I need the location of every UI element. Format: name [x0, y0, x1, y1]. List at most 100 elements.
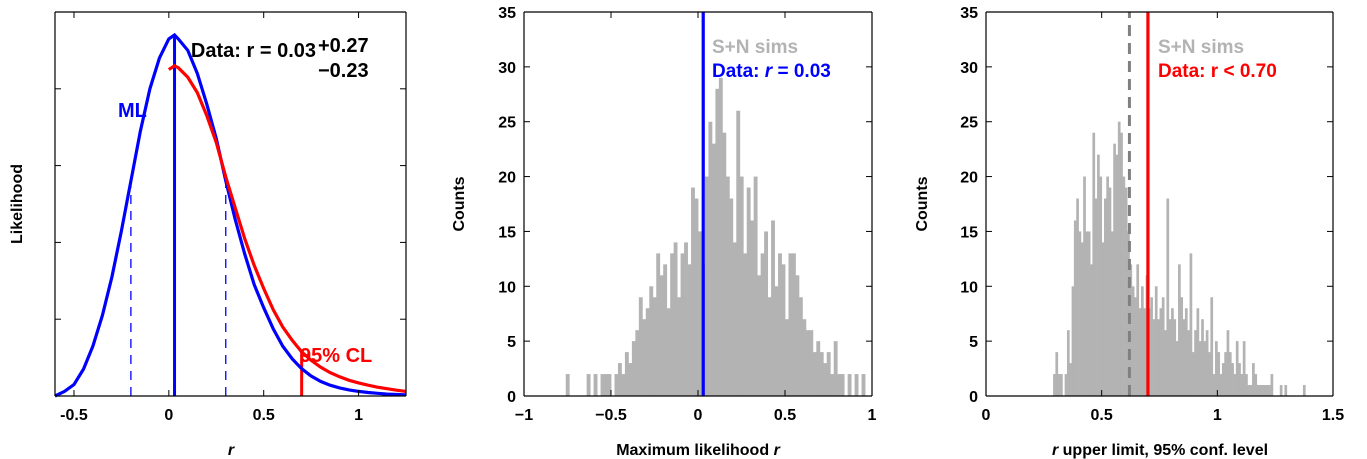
- ul-bar: [1180, 297, 1184, 396]
- ul-bar: [1238, 363, 1241, 396]
- likelihood-xtick-label: 1: [354, 407, 363, 424]
- ml-bar: [698, 231, 702, 396]
- ml-xlabel: Maximum likelihood r: [616, 442, 780, 459]
- likelihood-xlabel: r: [228, 442, 235, 459]
- ml-bar: [687, 264, 692, 396]
- ul-bar: [1150, 297, 1153, 396]
- ul-bar: [1092, 132, 1096, 396]
- ul-bar: [1166, 198, 1170, 396]
- ml-bar: [624, 352, 629, 396]
- ml-xtick-label: −1: [515, 407, 533, 424]
- ul-bar: [1249, 385, 1253, 396]
- ml-bar: [823, 363, 828, 396]
- ul-bar: [1154, 286, 1158, 396]
- ul-bar: [1134, 297, 1137, 396]
- likelihood-curve-red: [167, 63, 407, 393]
- ul-bar: [1184, 308, 1188, 396]
- ul-bar: [1161, 297, 1165, 396]
- ml-bar: [680, 253, 685, 396]
- ml-bar: [677, 297, 681, 396]
- ul-bar: [1069, 363, 1072, 396]
- ul-bar: [1191, 352, 1195, 396]
- ul-xtick-label: 0.5: [1091, 407, 1113, 424]
- ul-bar: [1228, 352, 1232, 396]
- ul-bar: [1263, 385, 1267, 396]
- ml-bar: [753, 176, 758, 396]
- ul-ytick-label: 5: [969, 334, 978, 351]
- ml-ytick-label: 20: [498, 170, 516, 187]
- ul-bar: [1233, 374, 1237, 396]
- ml-bar: [725, 176, 730, 396]
- ml-bar: [711, 143, 716, 396]
- ml-bar: [809, 330, 814, 396]
- ml-bar: [830, 374, 835, 396]
- ml-bar: [642, 319, 647, 396]
- ul-bar: [1124, 187, 1128, 396]
- ul-bar: [1131, 286, 1135, 396]
- ml-bar: [600, 374, 605, 396]
- ml-bar: [718, 77, 723, 396]
- ul-bar: [1083, 176, 1086, 396]
- ul-bar: [1231, 363, 1234, 396]
- ul-bar: [1254, 374, 1258, 396]
- ml-bar: [861, 374, 866, 396]
- ul-bar: [1270, 374, 1274, 396]
- ul-bar: [1247, 385, 1251, 396]
- ml-bar: [604, 374, 608, 396]
- ul-bar: [1210, 297, 1214, 396]
- ml-ytick-label: 30: [498, 60, 516, 77]
- likelihood-upper-error: +0.27: [318, 35, 369, 57]
- ul-bar: [1284, 385, 1288, 396]
- ml-bar: [607, 374, 612, 396]
- ml-bar: [802, 319, 807, 396]
- likelihood-ylabel: Likelihood: [9, 164, 26, 244]
- ul-bar: [1076, 198, 1079, 396]
- ml-ytick-label: 0: [507, 389, 516, 406]
- ul-bar: [1060, 374, 1063, 396]
- ul-bar: [1171, 308, 1174, 396]
- ml-bar: [732, 242, 737, 396]
- ul-bar: [1120, 132, 1123, 396]
- ml-histogram-bars: [565, 77, 866, 397]
- ml-bar: [593, 374, 598, 396]
- ul-bar: [1182, 319, 1186, 396]
- ml-bar: [617, 363, 622, 396]
- ul-bar: [1235, 341, 1239, 396]
- ml-bar: [565, 374, 570, 396]
- ul-bar: [1208, 352, 1211, 396]
- upper-limit-histogram-panel: 0 0.5 1 1.5 0 5 10 15 20 25 30 35 r upper limit, 95…: [914, 5, 1344, 459]
- ml-bar: [656, 253, 661, 396]
- likelihood-lower-error: −0.23: [318, 60, 369, 82]
- ml-bar: [659, 275, 664, 396]
- ul-ytick-label: 35: [960, 5, 978, 22]
- ul-bar: [1261, 385, 1264, 396]
- ul-xtick-label: 1.5: [1322, 407, 1344, 424]
- ul-bar: [1242, 341, 1246, 396]
- ml-bar: [781, 264, 786, 396]
- ul-bar: [1094, 198, 1098, 396]
- ml-ytick-label: 25: [498, 115, 516, 132]
- ul-bar: [1101, 242, 1105, 396]
- ml-xtick-label: 0.5: [774, 407, 796, 424]
- ml-ylabel: Counts: [451, 176, 468, 231]
- ul-xlabel: r upper limit, 95% conf. level: [1052, 442, 1268, 459]
- ml-xtick-label: 0: [694, 407, 703, 424]
- ul-bar: [1073, 220, 1077, 396]
- ml-bar: [722, 132, 727, 396]
- ml-bar: [819, 352, 824, 396]
- ul-bar: [1189, 253, 1193, 396]
- ml-bar: [704, 176, 709, 396]
- ul-bar: [1140, 286, 1144, 396]
- ml-xlabel-main: Maximum likelihood: [616, 442, 769, 459]
- ml-xtick-label: 1: [868, 407, 877, 424]
- ml-bar: [621, 374, 626, 396]
- ul-bar: [1194, 330, 1197, 396]
- ml-bar: [854, 374, 859, 396]
- ul-bar: [1085, 231, 1089, 396]
- ml-bar: [757, 275, 762, 396]
- ul-bar: [1212, 374, 1216, 396]
- upper-limit-histogram-bars: [1053, 121, 1306, 397]
- ul-bar: [1071, 286, 1075, 396]
